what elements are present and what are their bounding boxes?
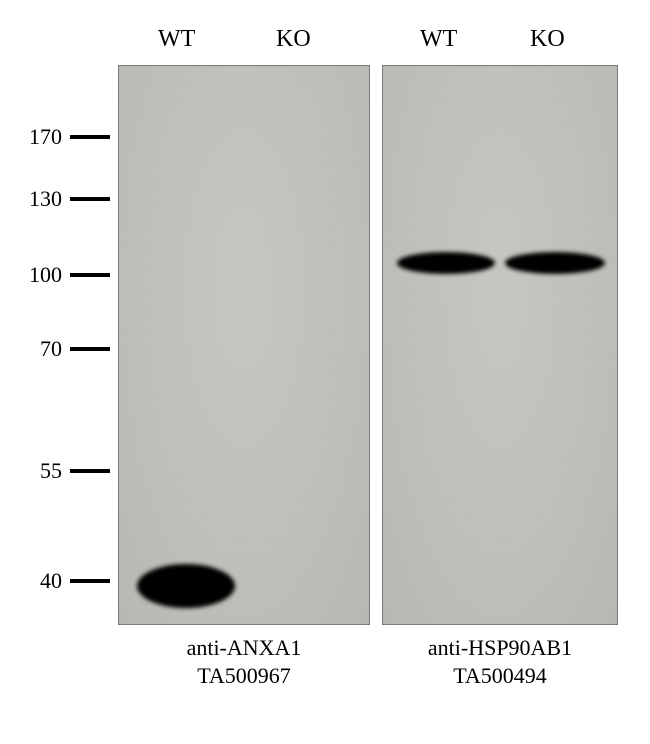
blot-noise: [119, 66, 369, 624]
ladder-label: 40: [12, 568, 62, 594]
ladder-label: 70: [12, 336, 62, 362]
caption-line: TA500967: [118, 662, 370, 690]
ladder-marker: 40: [10, 568, 110, 594]
blots-area: WT KO WT KO anti-ANXA1 TA500967 anti-HSP…: [118, 20, 628, 700]
band-hsp90ab1-wt: [397, 252, 495, 274]
caption-line: anti-HSP90AB1: [382, 634, 618, 662]
blot-panel-anxa1: [118, 65, 370, 625]
blot-panel-hsp90ab1: [382, 65, 618, 625]
ladder-marker: 130: [10, 186, 110, 212]
lane-header-wt-right: WT: [420, 26, 457, 53]
lane-header-ko-left: KO: [276, 26, 311, 53]
ladder-tick: [70, 347, 110, 351]
ladder-label: 130: [12, 186, 62, 212]
ladder-marker: 55: [10, 458, 110, 484]
molecular-weight-ladder: 170 130 100 70 55 40: [10, 80, 110, 630]
ladder-label: 55: [12, 458, 62, 484]
ladder-tick: [70, 273, 110, 277]
caption-line: anti-ANXA1: [118, 634, 370, 662]
ladder-marker: 170: [10, 124, 110, 150]
band-anxa1-wt: [137, 564, 235, 608]
blot-caption-right: anti-HSP90AB1 TA500494: [382, 634, 618, 689]
lane-headers: WT KO WT KO: [118, 26, 628, 66]
ladder-tick: [70, 579, 110, 583]
western-blot-figure: 170 130 100 70 55 40 WT KO WT KO: [10, 20, 640, 720]
caption-line: TA500494: [382, 662, 618, 690]
ladder-tick: [70, 197, 110, 201]
ladder-tick: [70, 135, 110, 139]
blot-caption-left: anti-ANXA1 TA500967: [118, 634, 370, 689]
band-hsp90ab1-ko: [505, 252, 605, 274]
ladder-tick: [70, 469, 110, 473]
ladder-label: 100: [12, 262, 62, 288]
lane-header-ko-right: KO: [530, 26, 565, 53]
ladder-marker: 100: [10, 262, 110, 288]
ladder-marker: 70: [10, 336, 110, 362]
blot-noise: [383, 66, 617, 624]
ladder-label: 170: [12, 124, 62, 150]
lane-header-wt-left: WT: [158, 26, 195, 53]
